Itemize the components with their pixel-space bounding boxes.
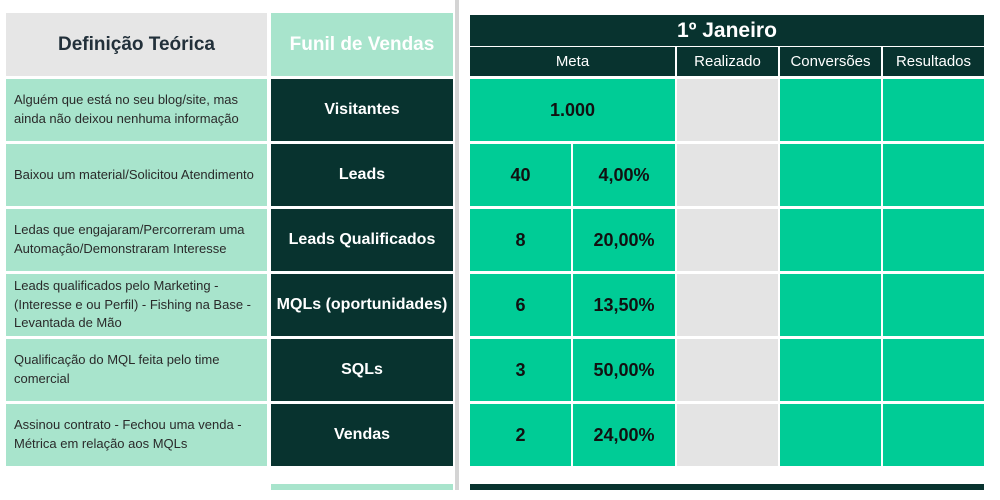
definition-cell: Qualificação do MQL feita pelo time come… [6,339,267,401]
funnel-stage: MQLs (oportunidades) [271,274,453,336]
meta-rate: 50,00% [573,339,675,401]
resultados-cell [883,144,984,206]
conversoes-cell [780,144,881,206]
definition-cell: Baixou um material/Solicitou Atendimento [6,144,267,206]
meta-value: 8 [470,209,571,271]
conversoes-cell [780,79,881,141]
funnel-stage: Visitantes [271,79,453,141]
realizado-cell [677,274,778,336]
column-divider [455,0,459,490]
next-section-period-header [470,484,984,490]
funnel-stage: Vendas [271,404,453,466]
funnel-header: Funil de Vendas [271,13,453,76]
funnel-stage: Leads [271,144,453,206]
funnel-stage: Leads Qualificados [271,209,453,271]
definition-cell: Leads qualificados pelo Marketing - (Int… [6,274,267,336]
meta-rate: 24,00% [573,404,675,466]
meta-rate: 13,50% [573,274,675,336]
resultados-cell [883,79,984,141]
realizado-cell [677,144,778,206]
conversoes-cell [780,339,881,401]
conversoes-cell [780,404,881,466]
resultados-cell [883,339,984,401]
resultados-column-header: Resultados [883,47,984,76]
resultados-cell [883,404,984,466]
realizado-cell [677,209,778,271]
definition-cell: Assinou contrato - Fechou uma venda - Mé… [6,404,267,466]
resultados-cell [883,209,984,271]
meta-value: 3 [470,339,571,401]
meta-value: 2 [470,404,571,466]
definition-header: Definição Teórica [6,13,267,76]
realizado-column-header: Realizado [677,47,778,76]
meta-rate: 20,00% [573,209,675,271]
meta-value: 1.000 [470,79,675,141]
realizado-cell [677,404,778,466]
next-section-funnel-header [271,484,453,490]
meta-column-header: Meta [470,47,675,76]
funnel-stage: SQLs [271,339,453,401]
resultados-cell [883,274,984,336]
meta-value: 6 [470,274,571,336]
realizado-cell [677,339,778,401]
period-title: 1º Janeiro [470,15,984,46]
definition-cell: Ledas que engajaram/Percorreram uma Auto… [6,209,267,271]
meta-rate: 4,00% [573,144,675,206]
definition-cell: Alguém que está no seu blog/site, mas ai… [6,79,267,141]
realizado-cell [677,79,778,141]
meta-value: 40 [470,144,571,206]
conversoes-column-header: Conversões [780,47,881,76]
conversoes-cell [780,209,881,271]
conversoes-cell [780,274,881,336]
